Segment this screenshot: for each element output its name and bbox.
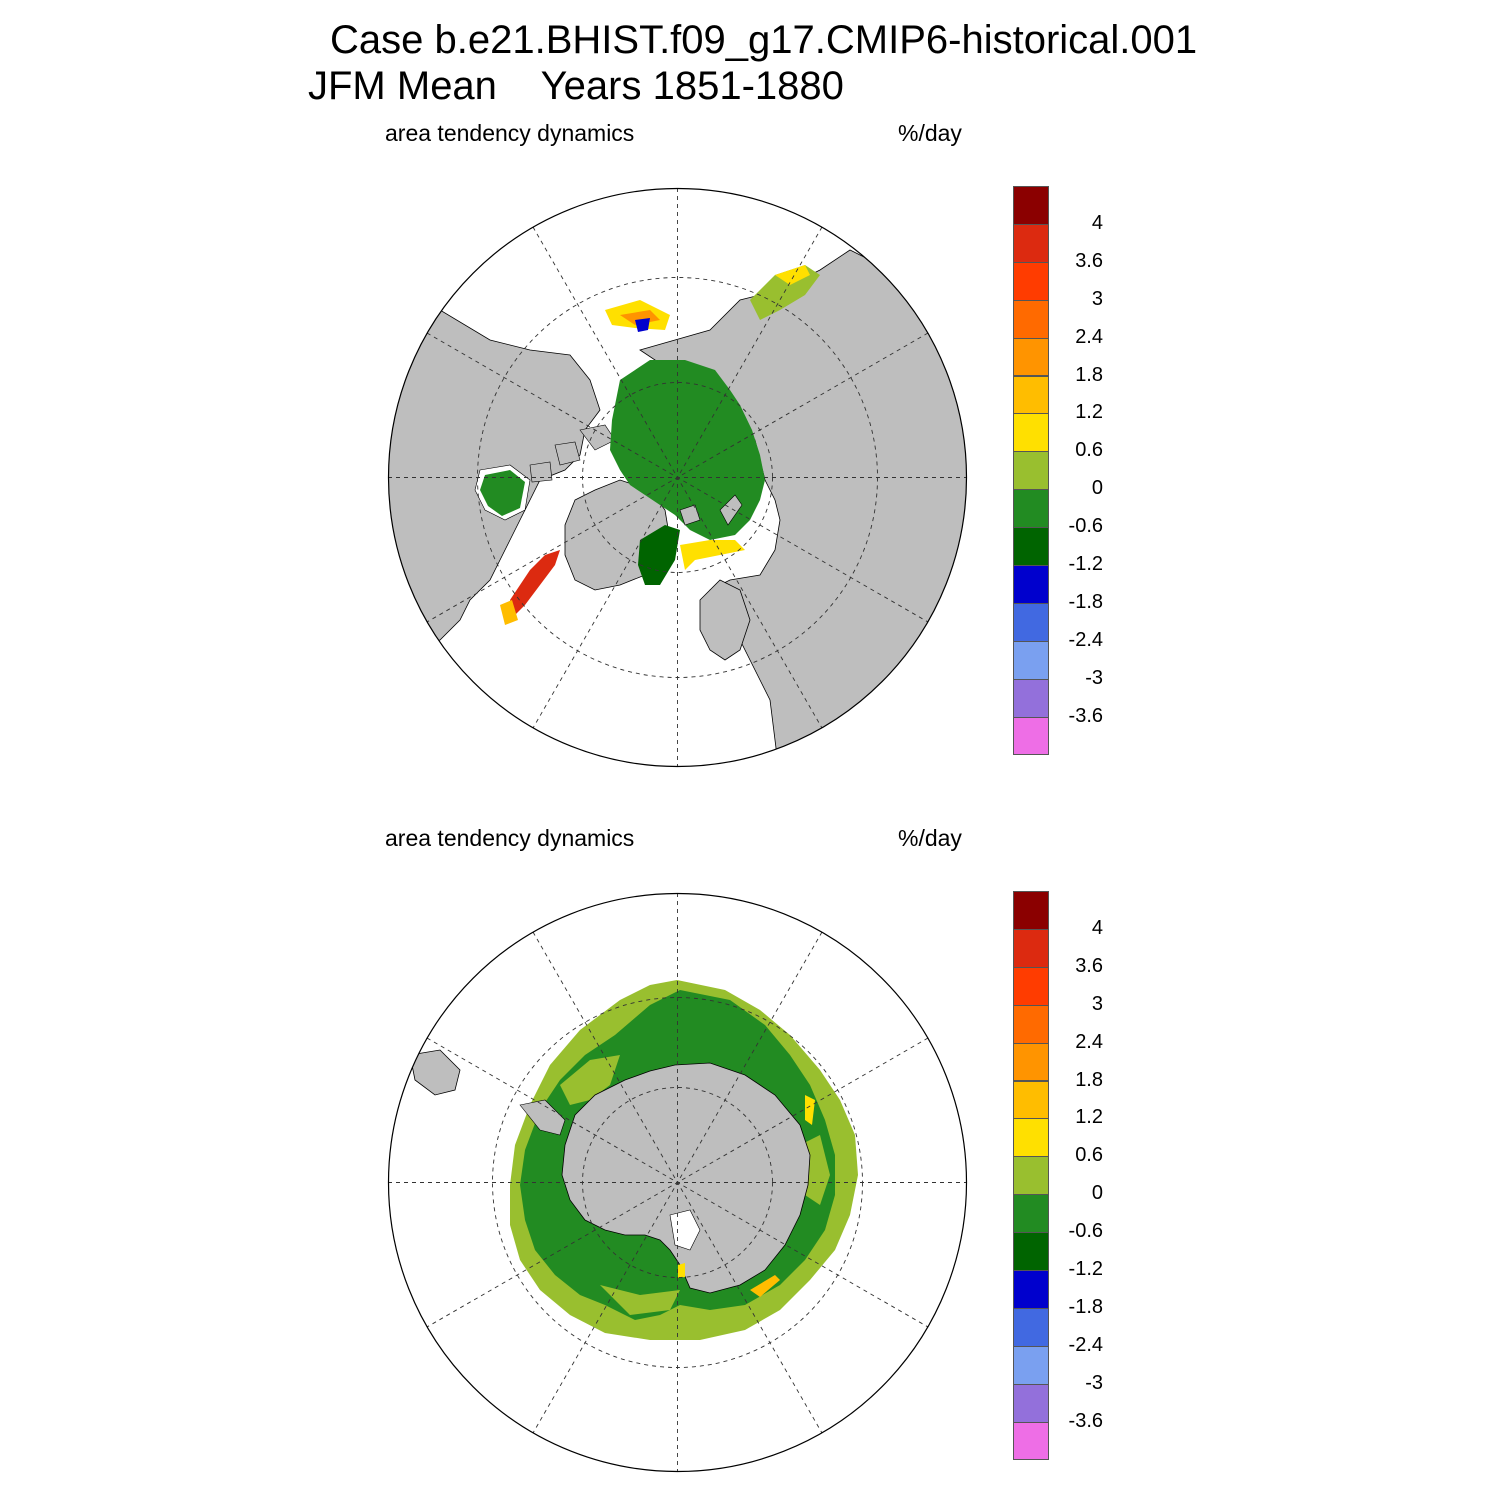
- greenland-sea-ice: [638, 525, 680, 585]
- north-colorbar-tick-label: -0.6: [1068, 515, 1103, 538]
- north-colorbar-swatch: [1013, 602, 1049, 642]
- south-panel-label: area tendency dynamics: [385, 825, 635, 851]
- south-colorbar-tick-label: 0.6: [1075, 1144, 1103, 1167]
- north-colorbar-swatch: [1013, 337, 1049, 377]
- south-colorbar-tick-label: 3.6: [1075, 954, 1103, 977]
- south-colorbar-swatch: [1013, 1232, 1049, 1271]
- north-colorbar-swatch: [1013, 299, 1049, 339]
- south-colorbar-tick-label: -0.6: [1068, 1220, 1103, 1243]
- south-graticule: [388, 893, 967, 1472]
- season-label: JFM Mean: [308, 64, 497, 108]
- south-panel-units: %/day: [898, 825, 962, 851]
- north-colorbar-swatch: [1013, 527, 1049, 566]
- south-map-border: [387, 892, 968, 1473]
- north-colorbar-swatch: [1013, 375, 1049, 415]
- south-colorbar-swatch: [1013, 1270, 1049, 1309]
- south-polar-map: [387, 892, 968, 1473]
- north-colorbar-swatch: [1013, 565, 1049, 604]
- north-colorbar-swatch: [1013, 451, 1049, 491]
- north-colorbar-tick-label: -3: [1085, 666, 1103, 689]
- north-panel-units: %/day: [898, 120, 962, 146]
- south-colorbar-swatch: [1013, 1042, 1049, 1082]
- south-colorbar-swatch: [1013, 1345, 1049, 1385]
- south-colorbar-swatch: [1013, 1421, 1049, 1461]
- south-colorbar-tick-label: 1.8: [1075, 1068, 1103, 1091]
- south-colorbar-swatch: [1013, 1118, 1049, 1158]
- south-colorbar-swatch: [1013, 1156, 1049, 1196]
- north-colorbar-swatch: [1013, 716, 1049, 756]
- north-colorbar-tick-label: -2.4: [1068, 628, 1103, 651]
- figure-title-case: Case b.e21.BHIST.f09_g17.CMIP6-historica…: [330, 18, 1198, 62]
- north-colorbar-swatch: [1013, 223, 1049, 263]
- north-colorbar-tick-label: 1.2: [1075, 401, 1103, 424]
- scandinavia-land: [699, 579, 751, 661]
- north-colorbar-tick-label: -1.8: [1068, 590, 1103, 613]
- south-colorbar-tick-label: 0: [1091, 1182, 1103, 1205]
- north-colorbar-tick-label: 4: [1091, 211, 1103, 234]
- south-colorbar-swatch: [1013, 928, 1049, 968]
- south-colorbar-tick-label: -3.6: [1068, 1409, 1103, 1432]
- north-colorbar-tick-label: 2.4: [1075, 325, 1103, 348]
- north-colorbar-tick-label: 3: [1091, 287, 1103, 310]
- south-colorbar-swatch: [1013, 1004, 1049, 1044]
- south-colorbar-swatch: [1013, 891, 1049, 930]
- north-colorbar-tick-label: 0: [1091, 477, 1103, 500]
- north-colorbar-swatch: [1013, 489, 1049, 529]
- south-colorbar-tick-label: 1.2: [1075, 1106, 1103, 1129]
- labrador-ice-edge: [510, 550, 560, 615]
- south-colorbar-swatch: [1013, 1080, 1049, 1120]
- figure-title-period: JFM Mean Years 1851-1880: [308, 64, 844, 109]
- north-graticule: [388, 188, 967, 767]
- north-colorbar-tick-label: 1.8: [1075, 363, 1103, 386]
- south-colorbar-swatch: [1013, 1383, 1049, 1423]
- hudson-bay-ice: [480, 470, 525, 516]
- south-america-land: [409, 1049, 461, 1096]
- south-colorbar-tick-label: -1.2: [1068, 1258, 1103, 1280]
- south-colorbar-tick-label: -2.4: [1068, 1333, 1103, 1356]
- north-colorbar-swatch: [1013, 640, 1049, 680]
- north-colorbar-tick-label: -1.2: [1068, 553, 1103, 575]
- weddell-ice-edge: [805, 1095, 815, 1125]
- ross-ice-edge: [750, 1275, 780, 1297]
- barents-ice-edge: [680, 540, 745, 570]
- north-map-border: [387, 187, 968, 768]
- north-colorbar-tick-label: 3.6: [1075, 249, 1103, 272]
- north-colorbar-swatch: [1013, 678, 1049, 718]
- north-colorbar-swatch: [1013, 261, 1049, 301]
- south-colorbar-swatch: [1013, 1307, 1049, 1347]
- south-colorbar-tick-label: 4: [1091, 916, 1103, 939]
- north-colorbar-swatch: [1013, 413, 1049, 453]
- north-colorbar-swatch: [1013, 186, 1049, 225]
- south-colorbar-tick-label: -1.8: [1068, 1295, 1103, 1318]
- arctic-sea-ice: [610, 360, 765, 540]
- years-label: Years 1851-1880: [540, 64, 844, 108]
- north-panel-label: area tendency dynamics: [385, 120, 635, 146]
- antarctica-land: [561, 1062, 811, 1294]
- south-colorbar-tick-label: 2.4: [1075, 1030, 1103, 1053]
- south-colorbar-tick-label: 3: [1091, 992, 1103, 1015]
- south-colorbar-tick-label: -3: [1085, 1371, 1103, 1394]
- south-colorbar-swatch: [1013, 1194, 1049, 1234]
- south-colorbar-swatch: [1013, 966, 1049, 1006]
- north-polar-map: [387, 187, 968, 768]
- north-colorbar-tick-label: -3.6: [1068, 704, 1103, 727]
- north-colorbar-tick-label: 0.6: [1075, 439, 1103, 462]
